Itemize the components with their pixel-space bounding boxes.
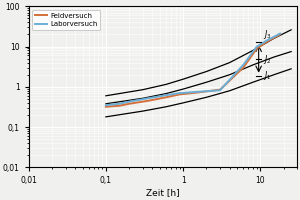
X-axis label: Zeit [h]: Zeit [h] — [146, 188, 180, 197]
Text: $J_1$: $J_1$ — [263, 69, 272, 82]
Legend: Feldversuch, Laborversuch: Feldversuch, Laborversuch — [32, 10, 100, 30]
Text: $J_3$: $J_3$ — [263, 28, 272, 41]
Text: $J_2$: $J_2$ — [263, 53, 272, 66]
